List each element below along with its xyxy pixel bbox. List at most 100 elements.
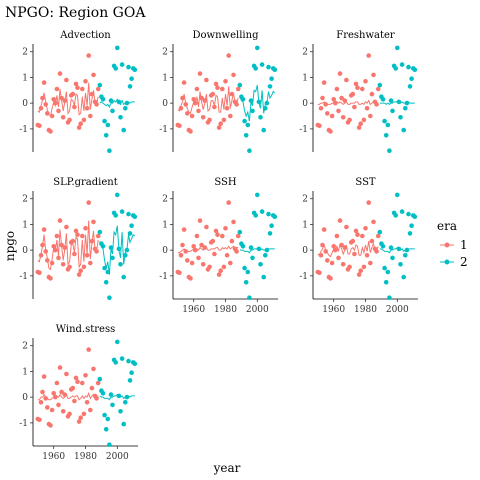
point-era-2 (406, 64, 411, 70)
y-tick-label: 2 (22, 195, 28, 205)
point-era-1 (72, 251, 77, 257)
point-era-1 (375, 86, 381, 92)
point-era-1 (371, 219, 376, 225)
point-era-1 (355, 232, 360, 237)
point-era-2 (242, 118, 247, 124)
y-tick-label: 1 (22, 73, 28, 83)
point-era-2 (121, 421, 126, 427)
y-tick-label: 0 (22, 393, 28, 403)
point-era-1 (204, 77, 209, 83)
point-era-1 (235, 233, 241, 239)
point-era-1 (75, 232, 80, 237)
point-era-1 (196, 108, 201, 114)
point-era-1 (216, 272, 222, 277)
point-era-2 (116, 246, 122, 252)
fitted-line-era-2 (99, 225, 136, 275)
point-era-2 (272, 67, 278, 72)
point-era-2 (242, 265, 247, 271)
point-era-2 (393, 66, 399, 71)
point-era-1 (352, 104, 357, 110)
point-era-1 (337, 218, 343, 223)
point-era-1 (78, 268, 83, 274)
point-era-2 (103, 133, 109, 138)
y-tick-label: 1 (162, 73, 168, 83)
x-tick-label: 2000 (106, 452, 129, 462)
point-era-2 (272, 214, 278, 219)
point-era-1 (358, 121, 364, 126)
point-era-1 (86, 347, 91, 352)
point-era-2 (110, 402, 115, 408)
point-era-1 (215, 232, 220, 237)
point-era-1 (366, 53, 372, 58)
point-era-2 (243, 133, 249, 138)
point-era-2 (102, 118, 107, 124)
point-era-1 (178, 253, 184, 258)
y-tick-label: 0 (162, 246, 168, 256)
point-era-1 (94, 249, 99, 254)
point-era-1 (53, 100, 58, 106)
x-tick-label: 1960 (42, 452, 65, 462)
point-era-1 (70, 385, 76, 391)
point-era-1 (371, 72, 376, 78)
point-era-2 (116, 393, 122, 399)
point-era-2 (250, 255, 255, 261)
point-era-1 (86, 53, 91, 58)
point-era-1 (88, 260, 93, 266)
point-era-1 (200, 262, 206, 267)
point-era-1 (67, 411, 72, 417)
x-axis-label: year (213, 461, 241, 475)
point-era-1 (81, 117, 87, 123)
point-era-2 (385, 269, 391, 275)
point-era-1 (94, 102, 99, 107)
point-era-2 (407, 84, 413, 89)
point-era-2 (385, 122, 391, 128)
point-era-1 (60, 262, 66, 267)
point-era-1 (83, 373, 88, 378)
point-era-1 (78, 121, 83, 126)
point-era-2 (399, 209, 405, 214)
point-era-2 (398, 262, 403, 267)
point-era-2 (261, 127, 267, 133)
point-era-2 (247, 148, 252, 153)
fitted-line-era-2 (239, 84, 276, 122)
point-era-1 (360, 233, 365, 239)
point-era-2 (132, 67, 138, 72)
point-era-1 (48, 423, 53, 428)
point-era-2 (388, 245, 394, 250)
panel-slp-gradient: SLP.gradient -1 0 1 2 (19, 177, 138, 301)
point-era-2 (240, 97, 246, 102)
point-era-1 (70, 238, 76, 244)
point-era-1 (317, 123, 322, 129)
point-era-2 (105, 269, 111, 275)
point-era-1 (94, 396, 99, 401)
point-era-1 (369, 91, 375, 97)
panel-title-freshwater: Freshwater (336, 30, 395, 41)
point-era-1 (363, 226, 368, 231)
point-era-1 (64, 77, 69, 83)
point-era-2 (393, 213, 399, 218)
point-era-1 (89, 238, 95, 244)
point-era-1 (54, 233, 60, 239)
point-era-1 (189, 260, 195, 266)
point-era-1 (188, 276, 193, 281)
point-era-1 (88, 407, 93, 413)
point-era-1 (364, 253, 370, 258)
point-era-1 (231, 72, 236, 78)
point-era-1 (73, 375, 79, 381)
point-era-1 (83, 79, 88, 84)
point-era-2 (261, 274, 267, 280)
point-era-1 (183, 102, 188, 107)
point-era-2 (267, 84, 273, 89)
point-era-1 (342, 245, 348, 250)
point-era-1 (53, 247, 58, 253)
point-era-2 (123, 253, 128, 258)
point-era-1 (361, 117, 367, 123)
y-tick-label: 2 (22, 342, 28, 352)
point-era-2 (258, 262, 263, 267)
point-era-2 (132, 214, 138, 219)
point-era-2 (103, 280, 109, 285)
y-tick-label: 1 (302, 73, 308, 83)
point-era-1 (43, 102, 48, 107)
point-era-1 (185, 258, 190, 263)
